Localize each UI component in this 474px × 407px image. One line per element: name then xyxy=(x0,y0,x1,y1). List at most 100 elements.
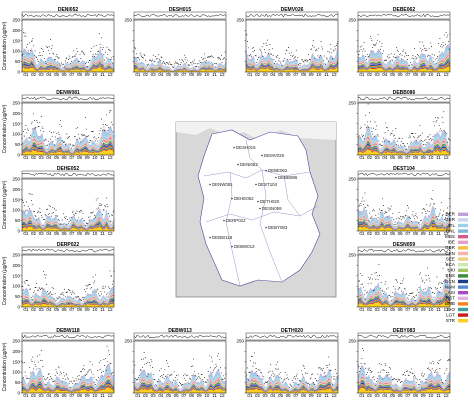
y-tick-label: 0 xyxy=(17,305,20,310)
observation-point xyxy=(369,54,371,56)
observation-point xyxy=(419,124,421,126)
observation-point xyxy=(58,57,60,59)
observation-point xyxy=(394,137,396,139)
observation-point xyxy=(91,212,93,214)
legend-label: ITL xyxy=(448,223,455,228)
observation-point xyxy=(400,58,402,60)
observation-point xyxy=(382,141,384,143)
observation-point xyxy=(437,283,439,285)
observation-point xyxy=(138,59,140,61)
x-tick-label: 11 xyxy=(324,72,329,77)
observation-point xyxy=(105,197,107,199)
observation-point xyxy=(413,296,415,298)
observation-point xyxy=(179,59,181,61)
observation-point xyxy=(223,57,225,59)
observation-point xyxy=(23,35,25,37)
observation-point xyxy=(447,277,449,279)
observation-point xyxy=(62,378,64,379)
observation-point xyxy=(435,371,437,373)
observation-point xyxy=(249,55,251,57)
observation-point xyxy=(385,281,387,283)
area-lgt xyxy=(134,387,226,393)
observation-point xyxy=(97,140,99,142)
observation-point xyxy=(360,48,362,50)
observation-point xyxy=(108,49,110,51)
observation-point xyxy=(401,216,403,217)
x-tick-label: 03 xyxy=(151,72,157,77)
observation-point xyxy=(441,214,443,216)
observation-point xyxy=(387,57,389,59)
observation-point xyxy=(109,220,111,222)
observation-point xyxy=(22,199,24,201)
observation-point xyxy=(95,44,97,46)
observation-point xyxy=(298,380,300,382)
observation-point xyxy=(87,135,89,137)
y-tick-label: 150 xyxy=(12,197,20,202)
observation-point xyxy=(370,127,372,129)
x-tick-label: 02 xyxy=(367,155,373,160)
observation-point xyxy=(94,274,96,276)
observation-point xyxy=(441,201,442,203)
x-tick-label: 07 xyxy=(405,155,411,160)
observation-point xyxy=(435,216,437,218)
observation-point xyxy=(52,381,54,383)
area-bmb xyxy=(358,62,450,71)
observation-point xyxy=(35,216,37,217)
observation-point xyxy=(385,212,387,214)
observation-point xyxy=(74,383,76,385)
observation-point xyxy=(444,279,446,281)
x-tick-label: 05 xyxy=(54,393,60,398)
observation-point xyxy=(402,142,404,144)
observation-point xyxy=(136,378,138,380)
observation-point xyxy=(64,141,65,143)
observation-point xyxy=(379,48,381,50)
y-tick-label: 200 xyxy=(12,187,20,192)
observation-point xyxy=(112,372,113,374)
area-sca xyxy=(22,296,114,306)
observation-point xyxy=(436,57,438,59)
observation-point xyxy=(404,215,406,217)
observation-point xyxy=(361,358,363,360)
observation-point xyxy=(164,369,166,371)
observation-point xyxy=(27,383,29,385)
observation-point xyxy=(413,48,415,49)
observation-point xyxy=(137,57,139,59)
observation-point xyxy=(36,57,38,58)
observation-point xyxy=(271,374,272,376)
observation-point xyxy=(60,64,62,66)
observation-point xyxy=(397,289,399,291)
observation-point xyxy=(82,367,84,369)
observation-point xyxy=(103,126,105,128)
observation-point xyxy=(224,367,226,369)
germany-outline xyxy=(197,129,321,287)
observation-point xyxy=(159,370,160,372)
observation-point xyxy=(406,148,408,150)
observation-point xyxy=(369,212,371,214)
legend-label: SEE xyxy=(446,256,455,261)
observation-point xyxy=(108,287,110,289)
observation-point xyxy=(211,360,213,362)
observation-point xyxy=(281,64,283,66)
observation-point xyxy=(91,364,93,366)
observation-point xyxy=(410,63,412,65)
observation-point xyxy=(58,295,60,297)
observation-point xyxy=(383,140,385,142)
observation-point xyxy=(437,117,439,119)
observation-point xyxy=(305,60,306,61)
area-lgt xyxy=(134,68,226,72)
observation-point xyxy=(362,135,364,136)
area-bio xyxy=(134,386,226,393)
observation-point xyxy=(298,383,300,385)
area-rst xyxy=(22,292,114,305)
legend-label: MBS xyxy=(445,234,455,239)
area-bmb xyxy=(22,145,114,154)
observation-point xyxy=(42,288,44,290)
observation-point xyxy=(36,283,38,285)
observation-point xyxy=(372,376,374,378)
observation-point xyxy=(40,54,42,56)
observation-point xyxy=(429,134,431,136)
observation-point xyxy=(57,137,59,139)
observation-point xyxy=(88,284,89,286)
area-str xyxy=(246,388,338,393)
